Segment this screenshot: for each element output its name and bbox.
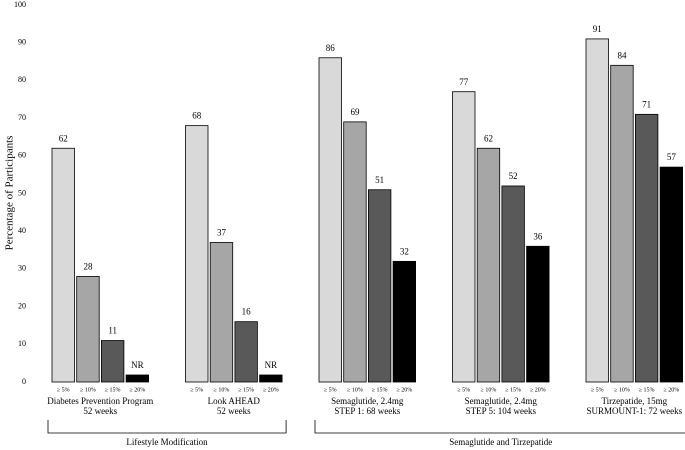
nr-stub (125, 374, 149, 383)
bar (101, 340, 125, 383)
category-label: Semaglutide, 2.4mg (465, 396, 538, 406)
value-label: 86 (326, 43, 336, 53)
value-label: 62 (59, 133, 68, 143)
value-label: 51 (375, 175, 384, 185)
bar-label: ≥ 5% (57, 387, 70, 393)
bar-label: ≥ 5% (190, 387, 203, 393)
y-tick-label: 0 (22, 377, 26, 386)
bar-label: ≥ 15% (505, 387, 521, 393)
bar (76, 276, 100, 383)
value-label: 28 (83, 262, 93, 272)
bar (476, 147, 501, 383)
bar (318, 57, 342, 383)
value-label: 11 (108, 326, 117, 336)
value-label: 16 (242, 307, 252, 317)
bar (585, 38, 609, 383)
y-tick-label: 40 (18, 226, 26, 235)
bar-label: ≥ 5% (457, 387, 470, 393)
bar-label: ≥ 10% (214, 387, 230, 393)
value-label: 37 (217, 228, 227, 238)
y-tick-label: 50 (18, 188, 26, 197)
bar-label: ≥ 10% (347, 387, 363, 393)
bar (209, 242, 234, 383)
category-label: 52 weeks (83, 406, 117, 416)
category-label: SURMOUNT-1: 72 weeks (586, 406, 682, 416)
bar-label: ≥ 20% (530, 387, 546, 393)
bar (343, 121, 367, 383)
y-tick-label: 90 (18, 38, 26, 47)
category-label: Tirzepatide, 15mg (601, 396, 667, 406)
category-label: Semaglutide, 2.4mg (331, 396, 404, 406)
category-label: Look AHEAD (208, 396, 261, 406)
bar-label: ≥ 15% (372, 387, 388, 393)
bracket (314, 420, 685, 434)
bar-label: ≥ 10% (481, 387, 497, 393)
value-label: 71 (642, 99, 651, 109)
y-tick-label: 80 (18, 75, 26, 84)
nr-stub (259, 374, 283, 383)
value-label: 69 (350, 107, 360, 117)
bar (452, 91, 476, 383)
value-label: 84 (617, 50, 627, 60)
y-tick-label: 60 (18, 151, 26, 160)
value-label: 57 (667, 152, 677, 162)
value-label: 32 (400, 246, 409, 256)
bar-label: ≥ 10% (80, 387, 96, 393)
category-label: STEP 5: 104 weeks (466, 406, 537, 416)
y-tick-label: 10 (18, 339, 26, 348)
value-label: NR (131, 360, 144, 370)
category-label: STEP 1: 68 weeks (334, 406, 400, 416)
bar (185, 125, 209, 383)
bracket (47, 420, 287, 434)
bar-label: ≥ 15% (639, 387, 655, 393)
bracket-label: Semaglutide and Tirzepatide (449, 437, 552, 447)
bar (659, 166, 683, 383)
bar (234, 321, 258, 383)
value-label: 36 (533, 231, 543, 241)
value-label: 62 (484, 133, 493, 143)
bar (51, 147, 75, 383)
bar-label: ≥ 20% (263, 387, 279, 393)
bar-label: ≥ 20% (396, 387, 412, 393)
value-label: 91 (593, 24, 602, 34)
bar (501, 185, 525, 383)
bar-label: ≥ 15% (238, 387, 254, 393)
bar (610, 64, 634, 383)
bar (392, 260, 417, 383)
y-tick-label: 70 (18, 113, 26, 122)
bar (635, 113, 659, 383)
y-tick-label: 30 (18, 264, 26, 273)
bar-label: ≥ 5% (591, 387, 604, 393)
category-label: Diabetes Prevention Program (47, 396, 153, 406)
y-tick-label: 20 (18, 301, 26, 310)
value-label: 77 (459, 77, 469, 87)
bar-label: ≥ 10% (614, 387, 630, 393)
value-label: NR (265, 360, 278, 370)
bar (526, 245, 550, 383)
y-axis-label: Percentage of Participants (4, 136, 16, 251)
bar-label: ≥ 5% (324, 387, 337, 393)
bracket-label: Lifestyle Modification (126, 437, 208, 447)
bar (367, 189, 392, 383)
bar-label: ≥ 20% (129, 387, 145, 393)
value-label: 52 (509, 171, 518, 181)
value-label: 68 (192, 111, 202, 121)
bar-label: ≥ 15% (105, 387, 121, 393)
y-tick-label: 100 (14, 0, 26, 9)
bar-label: ≥ 20% (663, 387, 679, 393)
category-label: 52 weeks (217, 406, 251, 416)
